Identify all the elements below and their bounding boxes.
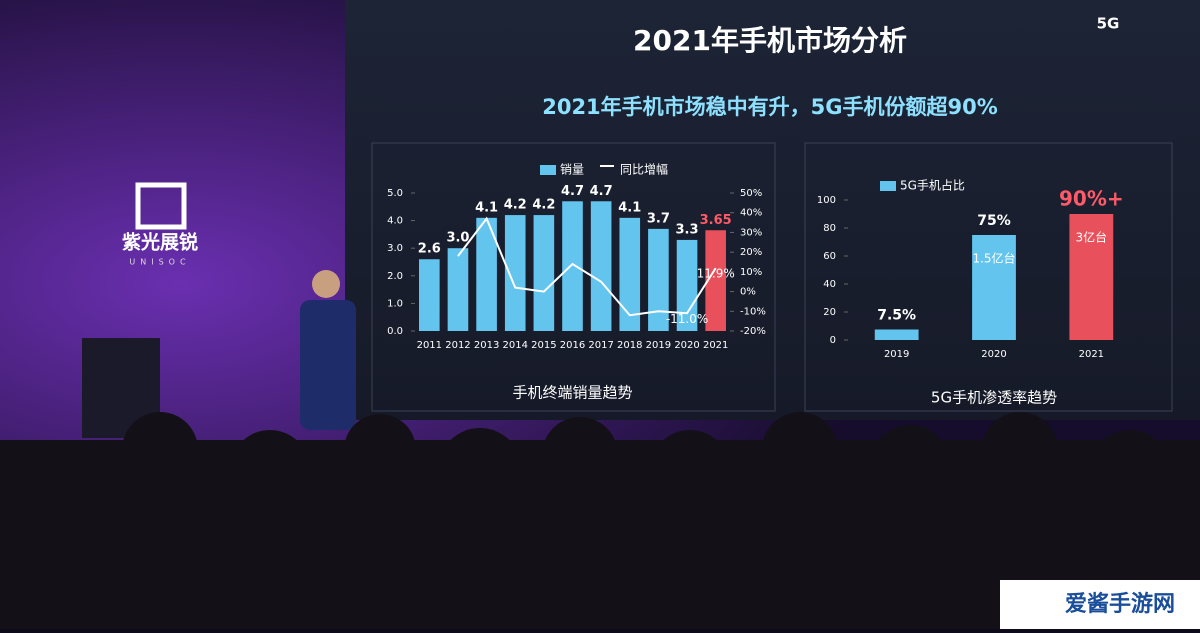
- x-tick-label: 2012: [445, 340, 470, 351]
- screen: [345, 0, 1200, 420]
- bar: [447, 248, 469, 331]
- data-label: 3.3: [676, 222, 699, 237]
- legend-label: 5G手机占比: [900, 178, 965, 193]
- legend-swatch: [880, 181, 896, 191]
- y2-tick-label: -10%: [740, 306, 766, 317]
- x-tick-label: 2011: [417, 340, 442, 351]
- x-tick-label: 2014: [503, 340, 528, 351]
- bar: [874, 329, 919, 340]
- x-tick-label: 2019: [884, 349, 909, 360]
- bar: [590, 201, 612, 331]
- x-tick-label: 2013: [474, 340, 499, 351]
- y-tick-label: 80: [823, 223, 836, 234]
- data-label: 11.9%: [697, 267, 735, 281]
- y2-tick-label: 20%: [740, 247, 762, 258]
- bar: [476, 217, 497, 331]
- slide-title: 2021年手机市场分析: [633, 24, 907, 57]
- panel: [804, 142, 1173, 412]
- y-tick-label: 100: [817, 195, 836, 206]
- y-tick-label: 2.0: [387, 271, 403, 282]
- bar: [1069, 214, 1114, 340]
- corner: 5G: [1097, 15, 1120, 33]
- y-tick-label: 3.0: [387, 243, 403, 254]
- panel: [371, 142, 776, 412]
- y-tick-label: 0.0: [387, 326, 403, 337]
- y-tick-label: 0: [830, 335, 836, 346]
- y2-tick-label: 40%: [740, 208, 762, 219]
- x-tick-label: 2018: [617, 340, 642, 351]
- speaker-head: [312, 270, 340, 298]
- y2-tick-label: 0%: [740, 287, 756, 298]
- y-tick-label: 4.0: [387, 216, 403, 227]
- x-tick-label: 2015: [531, 340, 556, 351]
- line: [457, 216, 717, 317]
- y-tick-label: 20: [823, 307, 836, 318]
- y2-tick-label: 10%: [740, 267, 762, 278]
- y2-tick-label: 30%: [740, 227, 762, 238]
- bar: [504, 215, 526, 331]
- y-tick-label: 1.0: [387, 298, 403, 309]
- bar: [419, 259, 440, 331]
- legend-swatch: [600, 165, 614, 167]
- watermark-box: [1000, 580, 1200, 629]
- logo: [135, 182, 187, 230]
- audience: [0, 412, 1200, 629]
- data-label: 2.6: [418, 242, 441, 257]
- data-label: -11.0%: [666, 312, 708, 326]
- brand-en: UNISOC: [129, 258, 190, 267]
- bar: [533, 215, 555, 331]
- x-tick-label: 2020: [674, 340, 699, 351]
- y-tick-label: 40: [823, 279, 836, 290]
- data-label: 4.7: [561, 184, 584, 199]
- x-tick-label: 2021: [1079, 349, 1104, 360]
- slide-subtitle: 2021年手机市场稳中有升，5G手机份额超90%: [542, 95, 998, 119]
- y2-tick-label: 50%: [740, 188, 762, 199]
- bar: [705, 230, 726, 331]
- data-label: 3.7: [647, 211, 670, 226]
- bar: [676, 239, 698, 331]
- x-tick-label: 2021: [703, 340, 728, 351]
- x-tick-label: 2016: [560, 340, 585, 351]
- brand: 紫光展锐: [122, 231, 198, 254]
- bar: [648, 228, 669, 331]
- data-label: 4.1: [475, 200, 498, 215]
- inner-label: 1.5亿台: [972, 251, 1015, 266]
- data-label: 4.7: [590, 184, 613, 199]
- chart-title: 5G手机渗透率趋势: [931, 389, 1057, 407]
- watermark: 爱酱手游网: [1065, 591, 1175, 617]
- data-label: 4.1: [618, 200, 641, 215]
- y-tick-label: 60: [823, 251, 836, 262]
- data-label: 75%: [977, 213, 1011, 229]
- data-label: 4.2: [504, 198, 527, 213]
- legend-swatch: [540, 165, 556, 175]
- y2-tick-label: -20%: [740, 326, 766, 337]
- x-tick-label: 2017: [588, 340, 613, 351]
- bar: [972, 235, 1016, 340]
- inner-label: 3亿台: [1076, 230, 1108, 245]
- data-label: 90%+: [1059, 187, 1124, 211]
- chart-title: 手机终端销量趋势: [512, 384, 632, 402]
- x-tick-label: 2019: [646, 340, 671, 351]
- data-label: 3.65: [700, 213, 732, 228]
- data-label: 7.5%: [877, 308, 916, 324]
- y-tick-label: 5.0: [387, 188, 403, 199]
- speaker: [300, 300, 356, 430]
- data-label: 3.0: [446, 231, 469, 246]
- data-label: 4.2: [532, 198, 555, 213]
- x-tick-label: 2020: [981, 349, 1006, 360]
- legend-label: 同比增幅: [620, 162, 668, 177]
- bar: [619, 217, 641, 331]
- bar: [562, 201, 583, 331]
- legend-label: 销量: [560, 163, 584, 177]
